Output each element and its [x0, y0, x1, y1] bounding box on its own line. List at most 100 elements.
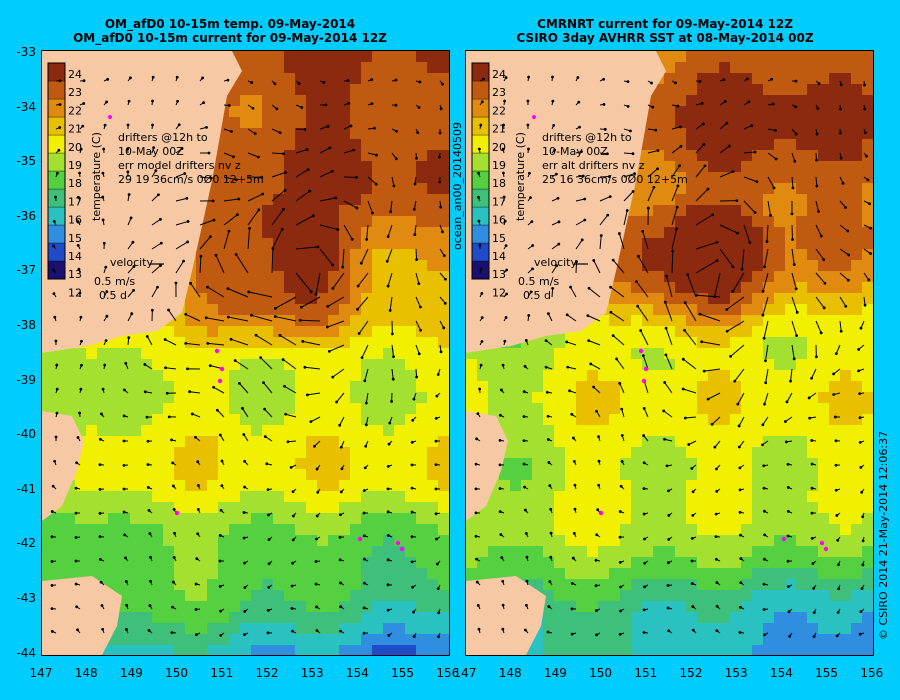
current-arrow-head [498, 413, 502, 417]
current-arrow-head [410, 486, 414, 490]
current-arrow-head [76, 436, 80, 439]
current-arrow-head [362, 489, 366, 492]
current-arrow-head [164, 366, 167, 370]
current-arrow-head [725, 329, 729, 333]
current-arrow-head [242, 511, 246, 514]
current-arrow-head [124, 556, 127, 560]
current-arrow-head [499, 533, 503, 536]
current-arrow-head [755, 180, 759, 183]
current-arrow [217, 409, 225, 418]
current-arrow-head [209, 176, 213, 180]
current-arrow-head [869, 226, 872, 230]
current-arrow-head [839, 156, 843, 160]
current-arrow-head [185, 197, 189, 200]
current-arrow [275, 296, 297, 309]
current-arrow-head [548, 580, 552, 584]
current-arrow-head [665, 464, 669, 468]
current-arrow [612, 335, 625, 346]
current-arrow-head [211, 199, 215, 203]
current-arrow-head [762, 464, 766, 468]
current-arrow-head [505, 292, 509, 296]
current-arrow-head [477, 195, 480, 199]
current-arrow-head [75, 605, 79, 609]
current-arrow [189, 391, 201, 394]
current-arrow-head [439, 205, 443, 209]
current-arrow-head [706, 397, 710, 401]
current-arrow [127, 266, 135, 274]
current-arrow-head [102, 147, 106, 151]
current-arrow-head [867, 278, 871, 282]
current-arrow-head [619, 609, 622, 613]
current-arrow-head [575, 260, 578, 263]
current-arrow [165, 367, 177, 370]
current-arrow-head [676, 104, 680, 108]
longitude-tick-label: 156 [436, 666, 460, 680]
current-arrow-head [736, 402, 740, 406]
current-arrow-head [171, 580, 175, 584]
current-arrow-head [556, 196, 560, 200]
current-arrow-head [786, 462, 790, 466]
drifter-marker [781, 536, 787, 542]
current-arrow [260, 357, 273, 370]
current-arrow-head [435, 537, 438, 541]
right-title-line1: CMRNRT current for 09-May-2014 12Z [537, 17, 793, 31]
current-arrow-head [328, 146, 332, 150]
colorbar-title: temperature (C) [90, 132, 103, 221]
current-arrow-head [700, 340, 704, 344]
current-arrow [264, 408, 273, 418]
current-arrow-head [502, 123, 505, 127]
current-arrow-head [281, 358, 285, 361]
current-arrow-head [761, 423, 765, 427]
current-arrow-head [243, 610, 247, 613]
current-arrow-head [392, 184, 396, 188]
current-arrow-head [858, 632, 862, 636]
current-arrow-head [528, 171, 531, 175]
current-arrow-head [522, 439, 526, 443]
current-arrow-head [503, 99, 507, 103]
current-arrow [815, 272, 826, 284]
current-arrow-head [251, 106, 255, 110]
current-arrow-head [753, 150, 757, 154]
current-arrow-head [242, 633, 246, 637]
current-arrow [230, 338, 249, 346]
current-arrow-head [282, 207, 285, 211]
current-arrow [413, 200, 417, 210]
current-arrow-head [527, 314, 531, 317]
current-arrow [185, 313, 201, 322]
current-arrow [570, 286, 577, 298]
current-arrow-head [283, 384, 286, 388]
current-arrow-head [480, 316, 484, 320]
current-arrow [644, 381, 649, 394]
current-arrow-head [170, 631, 174, 635]
current-arrow-head [573, 507, 577, 511]
current-arrow-head [810, 462, 814, 466]
current-arrow-head [331, 375, 335, 379]
current-arrow-head [208, 364, 212, 368]
current-arrow-head [267, 538, 271, 542]
current-arrow-head [364, 423, 368, 427]
current-arrow-head [412, 610, 415, 614]
drifter-legend-line: drifters @12h to [542, 131, 632, 144]
current-arrow-head [642, 434, 646, 437]
latitude-tick-label: -40 [16, 427, 36, 442]
current-arrow-head [306, 168, 310, 172]
current-arrow-head [739, 557, 743, 560]
current-arrow [151, 242, 162, 250]
current-arrow-head [236, 213, 239, 217]
current-arrow-head [300, 106, 304, 109]
current-arrow-head [501, 603, 505, 607]
current-arrow-head [243, 485, 246, 489]
current-arrow-head [676, 184, 680, 188]
current-arrow-head [762, 608, 766, 611]
current-arrow-head [814, 355, 818, 359]
current-arrow-head [349, 124, 353, 128]
current-arrow [284, 385, 297, 394]
current-arrow-head [208, 235, 212, 239]
current-arrow [415, 272, 420, 284]
current-arrow-head [715, 259, 719, 263]
current-arrow-head [74, 486, 78, 490]
current-arrow [666, 275, 673, 298]
current-arrow [199, 256, 202, 274]
current-arrow-head [667, 537, 671, 541]
longitude-tick-label: 156 [860, 666, 884, 680]
